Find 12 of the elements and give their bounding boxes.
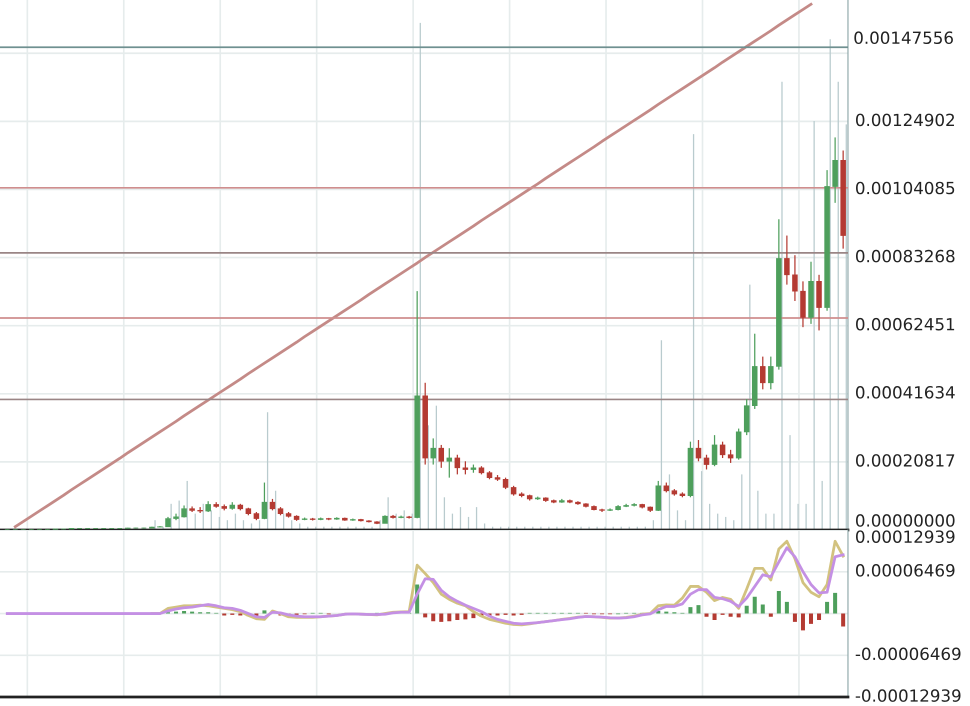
y-tick-label: 0.00124902 [856, 114, 954, 126]
y-tick-label: 0.00083268 [856, 250, 955, 262]
y-tick-label: -0.00012939 [856, 689, 960, 702]
y-tick-label: 0.00020817 [856, 454, 954, 467]
y-tick-label: 0.00041634 [856, 386, 955, 399]
y-tick-label: 0.00062451 [856, 318, 954, 331]
y-tick-label: 0.00006469 [856, 564, 954, 577]
y-tick-label: 0.00012939 [856, 530, 954, 543]
y-tick-label: -0.00006469 [856, 648, 960, 660]
y-tick-label: 0.00104085 [856, 182, 954, 194]
ref-line-label: 0.00147556 [854, 31, 953, 44]
y-tick-label: 0.00000000 [856, 514, 955, 527]
